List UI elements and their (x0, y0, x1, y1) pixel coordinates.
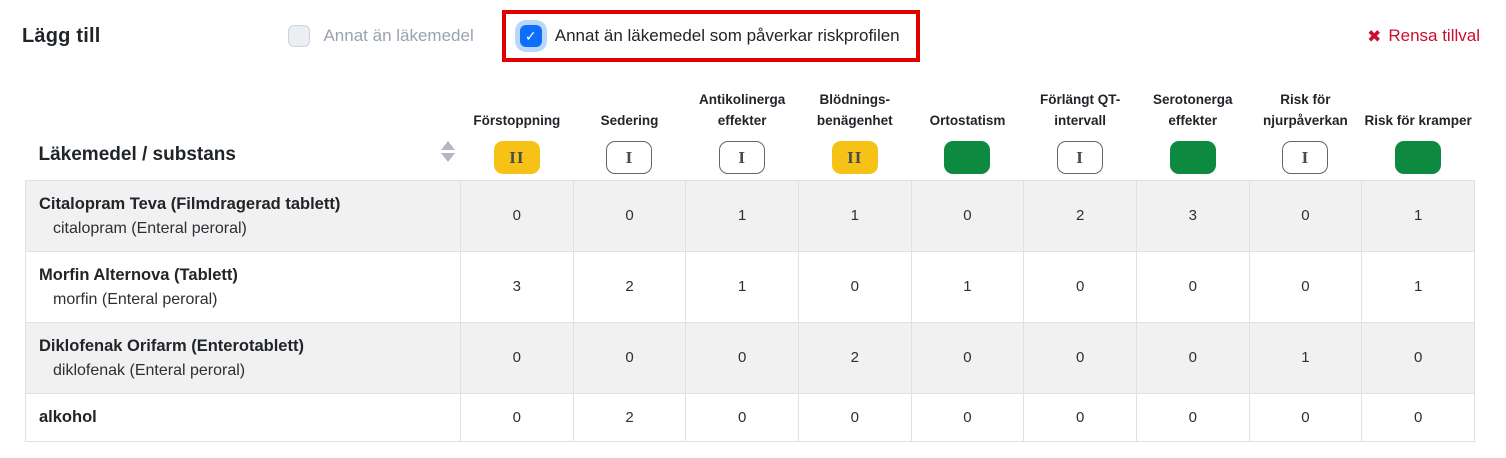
table-row: Citalopram Teva (Filmdragerad tablett) c… (25, 180, 1475, 252)
sort-icon[interactable] (440, 141, 455, 166)
risk-profile-table: Läkemedel / substans Förstoppning II Sed… (25, 86, 1475, 442)
risk-count-cell: 0 (1023, 392, 1137, 442)
risk-class-badge: I (719, 141, 766, 174)
risk-count-cell: 0 (910, 180, 1025, 252)
table-row: Diklofenak Orifarm (Enterotablett) diklo… (25, 321, 1475, 394)
risk-column-header: Ortostatism (911, 86, 1024, 181)
table-header-row: Läkemedel / substans Förstoppning II Sed… (25, 86, 1475, 181)
risk-column-header: Förstoppning II (460, 86, 574, 181)
risk-column-header: Risk för njurpåverkan I (1249, 86, 1362, 181)
checkbox-unchecked-icon[interactable] (288, 25, 311, 47)
risk-column-label: Förlängt QT-intervall (1039, 92, 1121, 129)
risk-count-cell: 0 (1248, 250, 1363, 323)
drug-name: Morfin Alternova (Tablett) (39, 265, 238, 284)
risk-count-cell: 0 (460, 392, 574, 442)
risk-column-header: Antikolinerga effekter I (685, 86, 799, 181)
clear-link-label: Rensa tillval (1388, 26, 1480, 45)
risk-count-cell: 1 (1248, 321, 1363, 394)
risk-count-cell: 0 (1361, 392, 1475, 442)
risk-count-cell: 2 (1023, 180, 1137, 252)
risk-column-header: Serotonerga effekter (1136, 86, 1250, 181)
risk-count-cell: 1 (1361, 180, 1475, 252)
toolbar: Lägg till Annat än läkemedel ✓ Annat än … (0, 0, 1506, 66)
risk-column-label: Antikolinerga effekter (699, 92, 786, 129)
risk-count-cell: 2 (572, 392, 687, 442)
table-row: Morfin Alternova (Tablett) morfin (Enter… (25, 250, 1475, 323)
drug-name-cell: Diklofenak Orifarm (Enterotablett) diklo… (25, 321, 461, 394)
clear-x-icon: ✖ (1367, 26, 1382, 46)
sort-up-arrow-icon (440, 141, 455, 150)
risk-count-cell: 1 (685, 180, 799, 252)
risk-count-cell: 0 (797, 392, 912, 442)
page-title: Lägg till (22, 24, 101, 47)
risk-column-label: Sedering (600, 113, 659, 129)
checkbox-group: Annat än läkemedel ✓ Annat än läkemedel … (288, 10, 920, 62)
risk-count-cell: 2 (572, 250, 687, 323)
drug-column-title: Läkemedel / substans (38, 144, 236, 165)
risk-count-cell: 0 (572, 321, 687, 394)
risk-count-cell: 0 (1135, 392, 1250, 442)
risk-count-cell: 0 (1135, 250, 1250, 323)
drug-name-cell: Morfin Alternova (Tablett) morfin (Enter… (25, 250, 461, 323)
risk-column-label: Förstoppning (473, 113, 561, 129)
risk-count-cell: 0 (1023, 250, 1137, 323)
risk-count-cell: 0 (797, 250, 912, 323)
checkbox-label: Annat än läkemedel som påverkar riskprof… (554, 26, 900, 45)
drug-substance: diklofenak (Enteral peroral) (53, 361, 246, 379)
risk-class-badge: I (1057, 141, 1104, 174)
drug-substance: citalopram (Enteral peroral) (53, 219, 247, 237)
drug-name-cell: Citalopram Teva (Filmdragerad tablett) c… (25, 180, 461, 252)
risk-column-header: Sedering I (573, 86, 686, 181)
risk-count-cell: 3 (1135, 180, 1250, 252)
highlight-red-box: ✓ Annat än läkemedel som påverkar riskpr… (501, 10, 920, 62)
risk-column-label: Risk för kramper (1364, 113, 1472, 129)
risk-class-badge: I (1282, 141, 1329, 174)
drug-name: Diklofenak Orifarm (Enterotablett) (39, 336, 304, 355)
checkbox-annat-an-lakemedel[interactable]: Annat än läkemedel (288, 25, 474, 47)
risk-column-label: Serotonerga effekter (1153, 92, 1233, 129)
risk-count-cell: 1 (1361, 250, 1475, 323)
risk-count-cell: 0 (1361, 321, 1475, 394)
risk-class-badge: I (606, 141, 653, 174)
risk-column-label: Blödnings-benägenhet (816, 92, 893, 129)
risk-count-cell: 1 (797, 180, 912, 252)
risk-count-cell: 0 (685, 321, 799, 394)
sort-down-arrow-icon (440, 153, 455, 162)
risk-count-cell: 0 (460, 321, 574, 394)
risk-class-badge (1169, 141, 1216, 174)
drug-name: Citalopram Teva (Filmdragerad tablett) (39, 195, 341, 213)
risk-count-cell: 0 (1248, 180, 1363, 252)
risk-count-cell: 3 (460, 250, 574, 323)
risk-count-cell: 0 (910, 392, 1025, 442)
risk-class-badge: II (831, 141, 878, 174)
risk-count-cell: 0 (1248, 392, 1363, 442)
drug-name-cell: alkohol (25, 392, 461, 442)
risk-column-label: Ortostatism (929, 113, 1006, 129)
risk-column-header: Risk för kramper (1361, 86, 1475, 181)
risk-count-cell: 2 (797, 321, 912, 394)
risk-count-cell: 1 (910, 250, 1025, 323)
risk-count-cell: 0 (460, 180, 574, 252)
checkbox-label: Annat än läkemedel (323, 26, 474, 45)
checkbox-checked-icon[interactable]: ✓ (519, 25, 542, 47)
risk-count-cell: 1 (685, 250, 799, 323)
drug-column-header: Läkemedel / substans (25, 86, 461, 181)
risk-count-cell: 0 (685, 392, 799, 442)
risk-count-cell: 0 (910, 321, 1025, 394)
drug-substance: morfin (Enteral peroral) (53, 290, 218, 308)
risk-count-cell: 0 (1023, 321, 1137, 394)
risk-column-header: Förlängt QT-intervall I (1023, 86, 1137, 181)
checkbox-annat-an-lakemedel-riskprofil[interactable]: ✓ Annat än läkemedel som påverkar riskpr… (519, 25, 900, 47)
risk-column-header: Blödnings-benägenhet II (798, 86, 912, 181)
risk-class-badge (1395, 141, 1442, 174)
risk-count-cell: 0 (1135, 321, 1250, 394)
risk-column-label: Risk för njurpåverkan (1263, 92, 1348, 129)
drug-name: alkohol (39, 407, 97, 426)
risk-class-badge (944, 141, 991, 174)
clear-selection-link[interactable]: ✖ Rensa tillval (1367, 26, 1480, 46)
risk-count-cell: 0 (572, 180, 687, 252)
risk-class-badge: II (493, 141, 540, 174)
